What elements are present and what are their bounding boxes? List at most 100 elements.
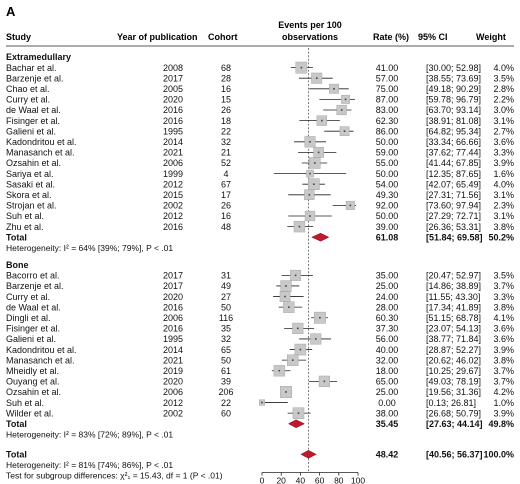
study-ci: [59.78; 96.79] — [426, 95, 481, 105]
point-estimate — [291, 359, 294, 361]
point-estimate — [284, 295, 286, 298]
study-rate: 32.00 — [376, 355, 399, 365]
axis-tick-label: 40 — [296, 476, 306, 484]
study-rate: 86.00 — [376, 126, 399, 136]
study-name: de Waal et al. — [6, 105, 61, 115]
study-rate: 40.00 — [376, 345, 399, 355]
study-year: 2021 — [163, 355, 183, 365]
study-cohort: 16 — [221, 84, 231, 94]
study-cohort: 61 — [221, 366, 231, 376]
point-estimate — [323, 380, 326, 383]
study-year: 2012 — [163, 211, 183, 221]
point-estimate — [261, 401, 263, 404]
study-rate: 54.00 — [376, 179, 399, 189]
study-cohort: 50 — [221, 302, 231, 312]
study-rate: 75.00 — [376, 84, 399, 94]
point-estimate — [309, 141, 311, 143]
study-weight: 3.1% — [493, 211, 514, 221]
group-heading: Bone — [6, 260, 29, 270]
study-rate: 83.00 — [376, 105, 399, 115]
study-cohort: 68 — [221, 63, 231, 73]
subgroup-total-rate: 61.08 — [376, 232, 399, 242]
study-weight: 3.8% — [493, 222, 514, 232]
study-year: 2005 — [163, 84, 183, 94]
subgroup-total-ci: [27.63; 44.14] — [426, 419, 483, 429]
group-heading: Extramedullary — [6, 52, 71, 62]
axis-tick-label: 80 — [334, 476, 344, 484]
study-weight: 3.6% — [493, 137, 514, 147]
study-ci: [63.70; 93.14] — [426, 105, 481, 115]
study-rate: 18.00 — [376, 366, 399, 376]
study-weight: 2.7% — [493, 126, 514, 136]
study-year: 2016 — [163, 105, 183, 115]
study-ci: [27.31; 71.56] — [426, 190, 481, 200]
study-cohort: 27 — [221, 292, 231, 302]
study-weight: 1.6% — [493, 169, 514, 179]
study-year: 2006 — [163, 158, 183, 168]
study-rate: 38.00 — [376, 408, 399, 418]
study-year: 1995 — [163, 126, 183, 136]
study-ci: [41.44; 67.85] — [426, 158, 481, 168]
point-estimate — [315, 77, 318, 79]
study-name: Curry et al. — [6, 292, 50, 302]
axis-tick-label: 100 — [351, 476, 365, 484]
study-ci: [19.56; 31.36] — [426, 387, 481, 397]
study-rate: 0.00 — [378, 398, 396, 408]
point-estimate — [309, 172, 311, 175]
study-name: Curry et al. — [6, 95, 50, 105]
point-estimate — [298, 225, 301, 228]
study-rate: 35.00 — [376, 271, 399, 281]
study-year: 2020 — [163, 377, 183, 387]
study-name: Wilder et al. — [6, 408, 54, 418]
point-estimate — [319, 316, 321, 319]
study-rate: 65.00 — [376, 377, 399, 387]
point-estimate — [309, 215, 311, 217]
study-rate: 50.00 — [376, 137, 399, 147]
study-cohort: 65 — [221, 345, 231, 355]
study-cohort: 32 — [221, 334, 231, 344]
study-ci: [33.34; 66.66] — [426, 137, 481, 147]
study-weight: 3.6% — [493, 324, 514, 334]
point-estimate — [285, 391, 287, 393]
heterogeneity-text: Heterogeneity: I² = 83% [72%; 89%], P < … — [6, 429, 173, 439]
study-year: 2002 — [163, 408, 183, 418]
study-weight: 3.8% — [493, 302, 514, 312]
study-name: Sariya et al. — [6, 169, 54, 179]
study-cohort: 35 — [221, 324, 231, 334]
point-estimate — [317, 151, 320, 154]
study-cohort: 26 — [221, 105, 231, 115]
study-name: Strojan et al. — [6, 201, 57, 211]
study-name: Manasanch et al. — [6, 148, 75, 158]
axis-tick-label: 0 — [260, 476, 265, 484]
study-year: 1999 — [163, 169, 183, 179]
study-ci: [12.35; 87.65] — [426, 169, 481, 179]
header-events-line1: Events per 100 — [278, 20, 342, 30]
point-estimate — [300, 66, 303, 69]
study-rate: 62.30 — [376, 116, 399, 126]
study-name: Barzenje et al. — [6, 281, 64, 291]
study-ci: [30.00; 52.98] — [426, 63, 481, 73]
study-rate: 56.00 — [376, 334, 399, 344]
study-ci: [37.62; 77.44] — [426, 148, 481, 158]
study-name: Kadondritou et al. — [6, 137, 77, 147]
study-weight: 2.2% — [493, 95, 514, 105]
study-year: 2017 — [163, 281, 183, 291]
study-year: 2017 — [163, 73, 183, 83]
study-ci: [38.91; 81.08] — [426, 116, 481, 126]
study-name: Skora et al. — [6, 190, 52, 200]
overall-heterogeneity-text: Heterogeneity: I² = 81% [74%; 86%], P < … — [6, 460, 173, 470]
study-year: 2017 — [163, 271, 183, 281]
study-weight: 4.0% — [493, 63, 514, 73]
study-ci: [27.29; 72.71] — [426, 211, 481, 221]
header-rate: Rate (%) — [373, 32, 409, 42]
point-estimate — [333, 88, 335, 90]
study-year: 2016 — [163, 302, 183, 312]
study-cohort: 28 — [221, 73, 231, 83]
subgroup-test-text: Test for subgroup differences: χ²₁ = 15.… — [6, 471, 223, 481]
study-rate: 57.00 — [376, 73, 399, 83]
study-ci: [20.47; 52.97] — [426, 271, 481, 281]
point-estimate — [321, 119, 323, 122]
study-cohort: 18 — [221, 116, 231, 126]
study-ci: [28.87; 52.27] — [426, 345, 481, 355]
